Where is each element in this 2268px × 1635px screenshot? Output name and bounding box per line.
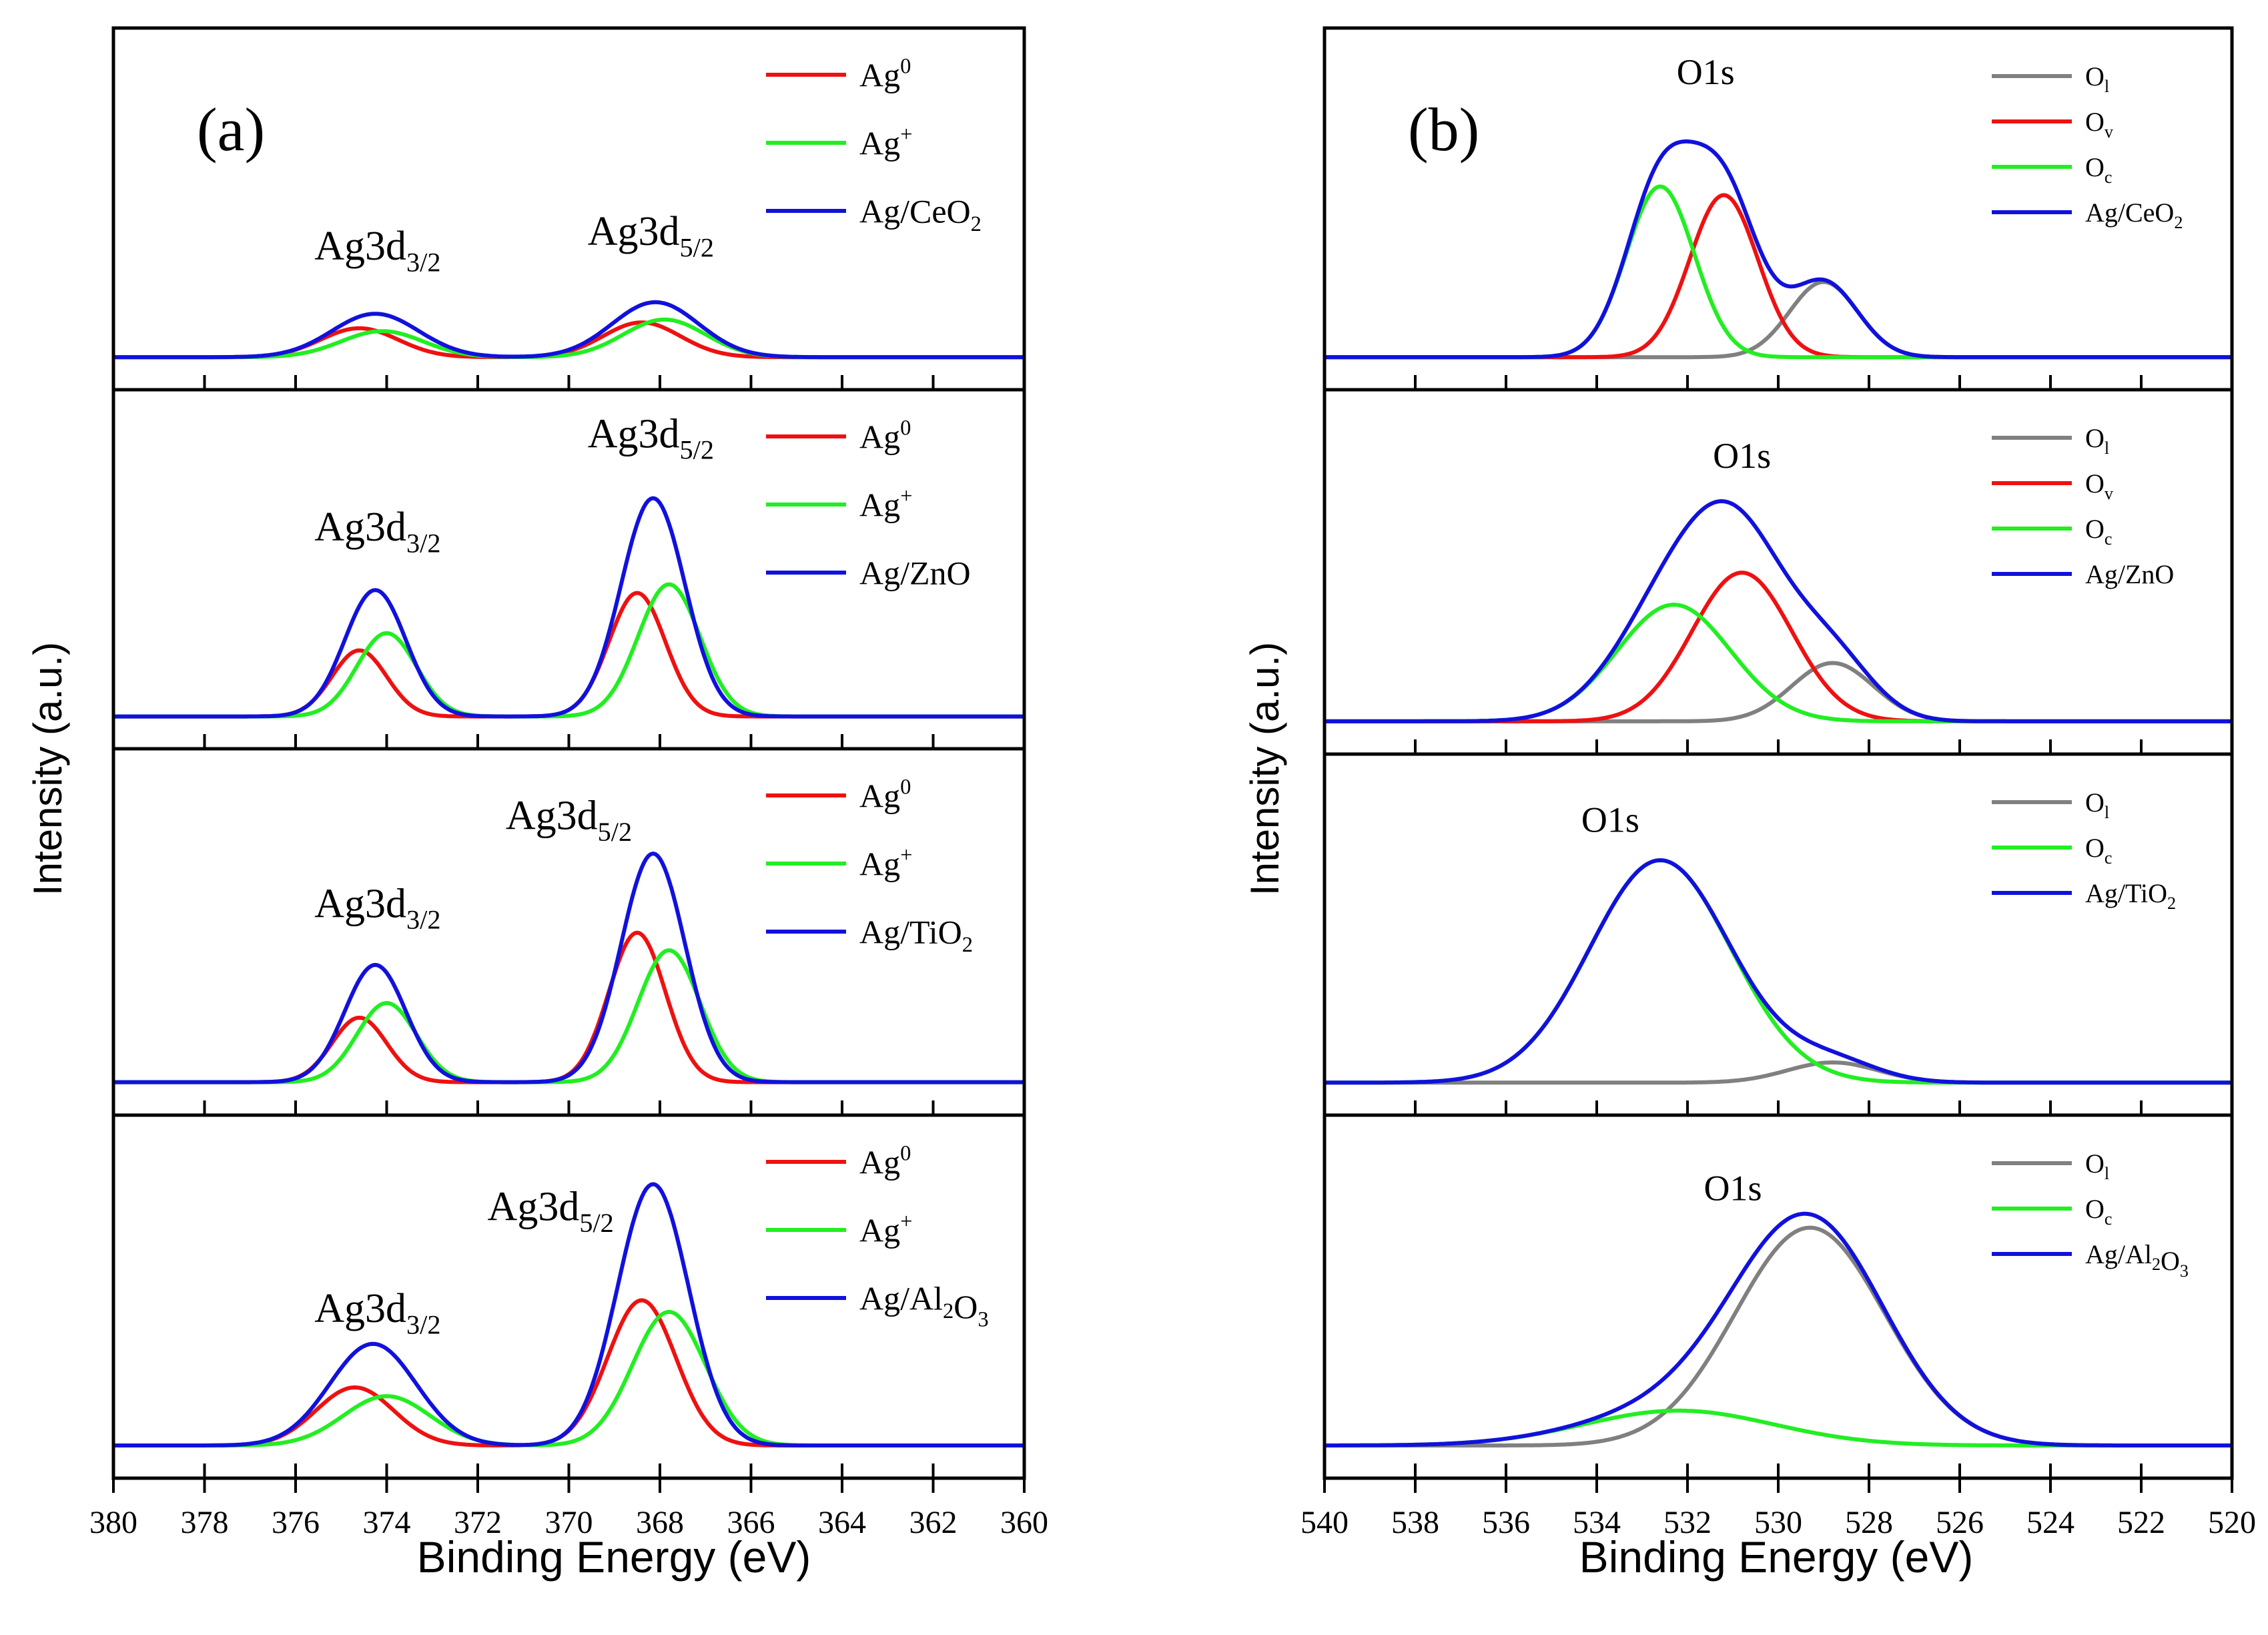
series-line-total bbox=[113, 852, 1024, 1084]
peak-annotation: Ag3d3/2 bbox=[314, 1286, 440, 1339]
series-line-total bbox=[1325, 499, 2232, 723]
legend-entry: Ol bbox=[2085, 787, 2109, 822]
series-line-ag0 bbox=[113, 320, 1024, 360]
legend-entry: Ag+ bbox=[859, 1210, 912, 1249]
x-tick-label: 370 bbox=[545, 1505, 593, 1540]
legend-entry: Ol bbox=[2085, 1149, 2109, 1183]
x-tick-label: 530 bbox=[1754, 1505, 1802, 1540]
subplot-3: Ol Oc Ag/TiO2 O1s bbox=[1322, 752, 2234, 1117]
x-tick-label: 538 bbox=[1391, 1505, 1439, 1540]
x-tick-label: 536 bbox=[1482, 1505, 1530, 1540]
series-line-ag0 bbox=[113, 591, 1024, 719]
series-line-ol bbox=[1325, 661, 2232, 723]
subplot-1: Ag0 Ag+ Ag/CeO2 Ag3d3/2 Ag3d5/2 bbox=[111, 26, 1026, 392]
legend-entry: Ag+ bbox=[859, 484, 912, 524]
x-tick-label: 378 bbox=[181, 1505, 229, 1540]
legend-entry: Ol bbox=[2085, 61, 2109, 96]
peak-annotation: O1s bbox=[1677, 52, 1735, 92]
legend-entry: Ag+ bbox=[859, 844, 912, 883]
panel-b-ylabel: Intensity (a.u.) bbox=[1242, 642, 1287, 896]
peak-annotation: Ag3d5/2 bbox=[506, 793, 632, 847]
x-tick-label: 526 bbox=[1936, 1505, 1984, 1540]
legend-entry: Oc bbox=[2085, 514, 2112, 549]
peak-annotation: Ag3d5/2 bbox=[488, 1185, 614, 1238]
x-tick-label: 374 bbox=[363, 1505, 411, 1540]
legend-entry: Ag/TiO2 bbox=[859, 914, 973, 958]
x-tick-label: 362 bbox=[909, 1505, 958, 1540]
panel-a-label: (a) bbox=[197, 95, 265, 164]
x-tick-label: 532 bbox=[1663, 1505, 1712, 1540]
legend-entry: Ag+ bbox=[859, 123, 912, 162]
x-tick-label: 528 bbox=[1845, 1505, 1893, 1540]
x-tick-label: 540 bbox=[1300, 1505, 1349, 1540]
series-line-total bbox=[1325, 139, 2232, 360]
x-tick-label: 524 bbox=[2026, 1505, 2074, 1540]
peak-annotation: O1s bbox=[1581, 799, 1639, 840]
panel-a: Ag0Ag+Ag/CeO2Ag3d3/2Ag3d5/2Ag0Ag+Ag/ZnOA… bbox=[89, 26, 1048, 1540]
x-tick-label: 376 bbox=[272, 1505, 320, 1540]
series-line-total bbox=[113, 496, 1024, 719]
panel-a-xlabel: Binding Energy (eV) bbox=[417, 1532, 811, 1582]
legend-entry: Oc bbox=[2085, 152, 2112, 187]
legend-entry: Ag0 bbox=[859, 416, 911, 456]
x-tick-label: 520 bbox=[2208, 1505, 2256, 1540]
legend-entry: Ag/Al2O3 bbox=[2085, 1239, 2189, 1281]
x-tick-label: 364 bbox=[818, 1505, 866, 1540]
legend-entry: Ag/Al2O3 bbox=[859, 1280, 989, 1332]
series-line-ag0 bbox=[113, 1298, 1024, 1447]
x-tick-label: 372 bbox=[454, 1505, 502, 1540]
series-line-total bbox=[1325, 1211, 2232, 1447]
legend-entry: Ov bbox=[2085, 107, 2113, 141]
legend-entry: Ag0 bbox=[859, 775, 911, 815]
legend-entry: Oc bbox=[2085, 833, 2112, 868]
series-line-oc bbox=[1325, 603, 2232, 723]
legend-entry: Ol bbox=[2085, 423, 2109, 458]
panel-b: Ol Ov Oc Ag/CeO2 O1s Ol Ov Oc Ag/ZnO O1s Ol Oc Ag/Ti… bbox=[1300, 26, 2256, 1540]
x-tick-label: 368 bbox=[636, 1505, 684, 1540]
peak-annotation: Ag3d5/2 bbox=[588, 209, 714, 262]
x-tick-label: 360 bbox=[1000, 1505, 1048, 1540]
x-tick-label: 534 bbox=[1573, 1505, 1621, 1540]
subplot-4: Ol Oc Ag/Al2O3 O1s bbox=[1322, 1113, 2234, 1493]
peak-annotation: Ag3d3/2 bbox=[314, 881, 440, 934]
panel-a-ylabel: Intensity (a.u.) bbox=[25, 642, 70, 896]
peak-annotation: O1s bbox=[1713, 436, 1771, 476]
series-line-ag bbox=[113, 582, 1024, 719]
legend-entry: Ag/ZnO bbox=[859, 555, 971, 592]
panel-b-label: (b) bbox=[1408, 95, 1479, 164]
subplot-3: Ag0 Ag+ Ag/TiO2 Ag3d3/2 Ag3d5/2 bbox=[111, 747, 1026, 1117]
legend-entry: Ov bbox=[2085, 468, 2113, 503]
series-line-ag bbox=[113, 948, 1024, 1084]
series-line-total bbox=[113, 300, 1024, 360]
series-line-ol bbox=[1325, 280, 2232, 360]
subplot-2: Ol Ov Oc Ag/ZnO O1s bbox=[1322, 388, 2234, 756]
legend-entry: Ag/ZnO bbox=[2085, 559, 2174, 589]
series-line-oc bbox=[1325, 1408, 2232, 1447]
legend-entry: Ag0 bbox=[859, 55, 911, 94]
legend-entry: Ag/CeO2 bbox=[2085, 198, 2183, 232]
peak-annotation: Ag3d3/2 bbox=[314, 224, 440, 277]
subplot-1: Ol Ov Oc Ag/CeO2 O1s bbox=[1322, 26, 2234, 392]
subplot-2: Ag0 Ag+ Ag/ZnO Ag3d3/2 Ag3d5/2 bbox=[111, 388, 1026, 751]
series-line-ag0 bbox=[113, 930, 1024, 1084]
series-line-ag bbox=[113, 1309, 1024, 1447]
peak-annotation: Ag3d3/2 bbox=[314, 505, 440, 558]
legend-entry: Ag/TiO2 bbox=[2085, 878, 2176, 913]
peak-annotation: O1s bbox=[1704, 1169, 1762, 1209]
legend-entry: Oc bbox=[2085, 1194, 2112, 1229]
x-tick-label: 522 bbox=[2117, 1505, 2165, 1540]
x-tick-label: 366 bbox=[727, 1505, 775, 1540]
series-line-total bbox=[113, 1182, 1024, 1447]
peak-annotation: Ag3d5/2 bbox=[588, 411, 714, 464]
series-line-total bbox=[1325, 858, 2232, 1085]
legend-entry: Ag/CeO2 bbox=[859, 193, 982, 237]
subplot-4: Ag0 Ag+ Ag/Al2O3 Ag3d3/2 Ag3d5/2 bbox=[111, 1113, 1026, 1493]
panel-b-xlabel: Binding Energy (eV) bbox=[1579, 1532, 1974, 1582]
legend-entry: Ag0 bbox=[859, 1142, 911, 1181]
x-tick-label: 380 bbox=[89, 1505, 137, 1540]
